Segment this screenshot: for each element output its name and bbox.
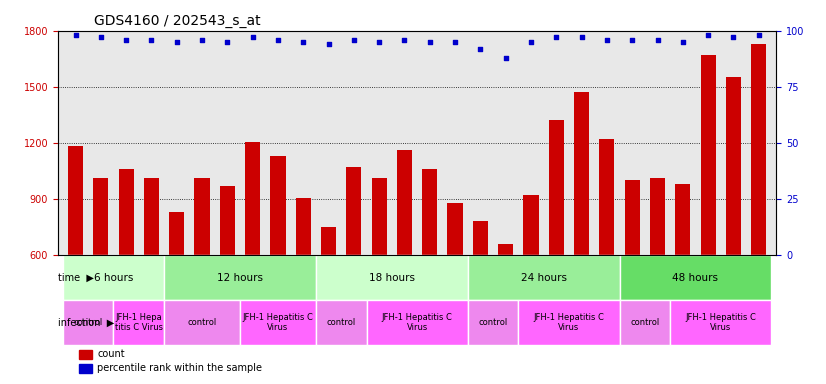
Bar [372, 179, 387, 367]
Point [474, 46, 487, 52]
Point [170, 39, 183, 45]
Point [322, 41, 335, 47]
Text: 18 hours: 18 hours [369, 273, 415, 283]
Bar [726, 76, 741, 367]
FancyBboxPatch shape [164, 255, 316, 300]
Text: JFH-1 Hepatitis C
Virus: JFH-1 Hepatitis C Virus [534, 313, 605, 332]
Point [525, 39, 538, 45]
Bar [396, 151, 412, 367]
Point [575, 35, 588, 41]
FancyBboxPatch shape [367, 300, 468, 345]
Bar [548, 121, 564, 367]
Bar [675, 184, 691, 367]
Bar [624, 180, 640, 367]
Text: JFH-1 Hepa
titis C Virus: JFH-1 Hepa titis C Virus [115, 313, 163, 332]
Text: time  ▶: time ▶ [59, 273, 94, 283]
Point [398, 36, 411, 43]
FancyBboxPatch shape [113, 300, 164, 345]
Bar [245, 142, 260, 367]
FancyBboxPatch shape [63, 255, 164, 300]
Point [676, 39, 690, 45]
Bar [119, 169, 134, 367]
Point [69, 32, 82, 38]
Point [94, 35, 107, 41]
FancyBboxPatch shape [240, 300, 316, 345]
Point [246, 35, 259, 41]
Bar [79, 349, 93, 359]
Text: GDS4160 / 202543_s_at: GDS4160 / 202543_s_at [94, 14, 260, 28]
Bar [144, 179, 159, 367]
FancyBboxPatch shape [620, 255, 771, 300]
Point [297, 39, 310, 45]
Point [499, 55, 512, 61]
FancyBboxPatch shape [316, 255, 468, 300]
Bar [472, 222, 488, 367]
Text: infection  ▶: infection ▶ [59, 318, 115, 328]
Point [701, 32, 714, 38]
Point [625, 36, 638, 43]
Bar [600, 139, 615, 367]
Bar [346, 167, 362, 367]
Point [651, 36, 664, 43]
Text: percentile rank within the sample: percentile rank within the sample [97, 364, 263, 374]
FancyBboxPatch shape [316, 300, 367, 345]
Point [221, 39, 234, 45]
Bar [296, 198, 311, 367]
Text: count: count [97, 349, 125, 359]
Text: JFH-1 Hepatitis C
Virus: JFH-1 Hepatitis C Virus [686, 313, 757, 332]
Point [601, 36, 614, 43]
FancyBboxPatch shape [468, 300, 519, 345]
Bar [700, 55, 715, 367]
Bar [270, 156, 286, 367]
Text: JFH-1 Hepatitis C
Virus: JFH-1 Hepatitis C Virus [382, 313, 453, 332]
Point [449, 39, 462, 45]
Text: control: control [74, 318, 102, 327]
Text: control: control [326, 318, 356, 327]
Bar [524, 195, 539, 367]
Bar [169, 212, 184, 367]
Bar [498, 244, 513, 367]
FancyBboxPatch shape [519, 300, 620, 345]
Bar [68, 146, 83, 367]
FancyBboxPatch shape [468, 255, 620, 300]
Point [272, 36, 285, 43]
Bar [751, 44, 767, 367]
FancyBboxPatch shape [164, 300, 240, 345]
Text: 48 hours: 48 hours [672, 273, 719, 283]
Point [727, 35, 740, 41]
Text: JFH-1 Hepatitis C
Virus: JFH-1 Hepatitis C Virus [243, 313, 313, 332]
Bar [194, 179, 210, 367]
Point [196, 36, 209, 43]
Point [347, 36, 360, 43]
Text: 6 hours: 6 hours [94, 273, 133, 283]
Point [120, 36, 133, 43]
FancyBboxPatch shape [670, 300, 771, 345]
Bar [220, 186, 235, 367]
Point [423, 39, 436, 45]
Text: 12 hours: 12 hours [217, 273, 263, 283]
Bar [93, 179, 108, 367]
Bar [79, 364, 93, 373]
Point [549, 35, 563, 41]
Bar [574, 93, 589, 367]
FancyBboxPatch shape [620, 300, 670, 345]
Point [752, 32, 766, 38]
FancyBboxPatch shape [63, 300, 113, 345]
Point [373, 39, 386, 45]
Bar [448, 203, 463, 367]
Point [145, 36, 158, 43]
Bar [321, 227, 336, 367]
Text: control: control [630, 318, 659, 327]
Text: 24 hours: 24 hours [520, 273, 567, 283]
Bar [650, 179, 665, 367]
Bar [422, 169, 438, 367]
Text: control: control [188, 318, 216, 327]
Text: control: control [478, 318, 508, 327]
